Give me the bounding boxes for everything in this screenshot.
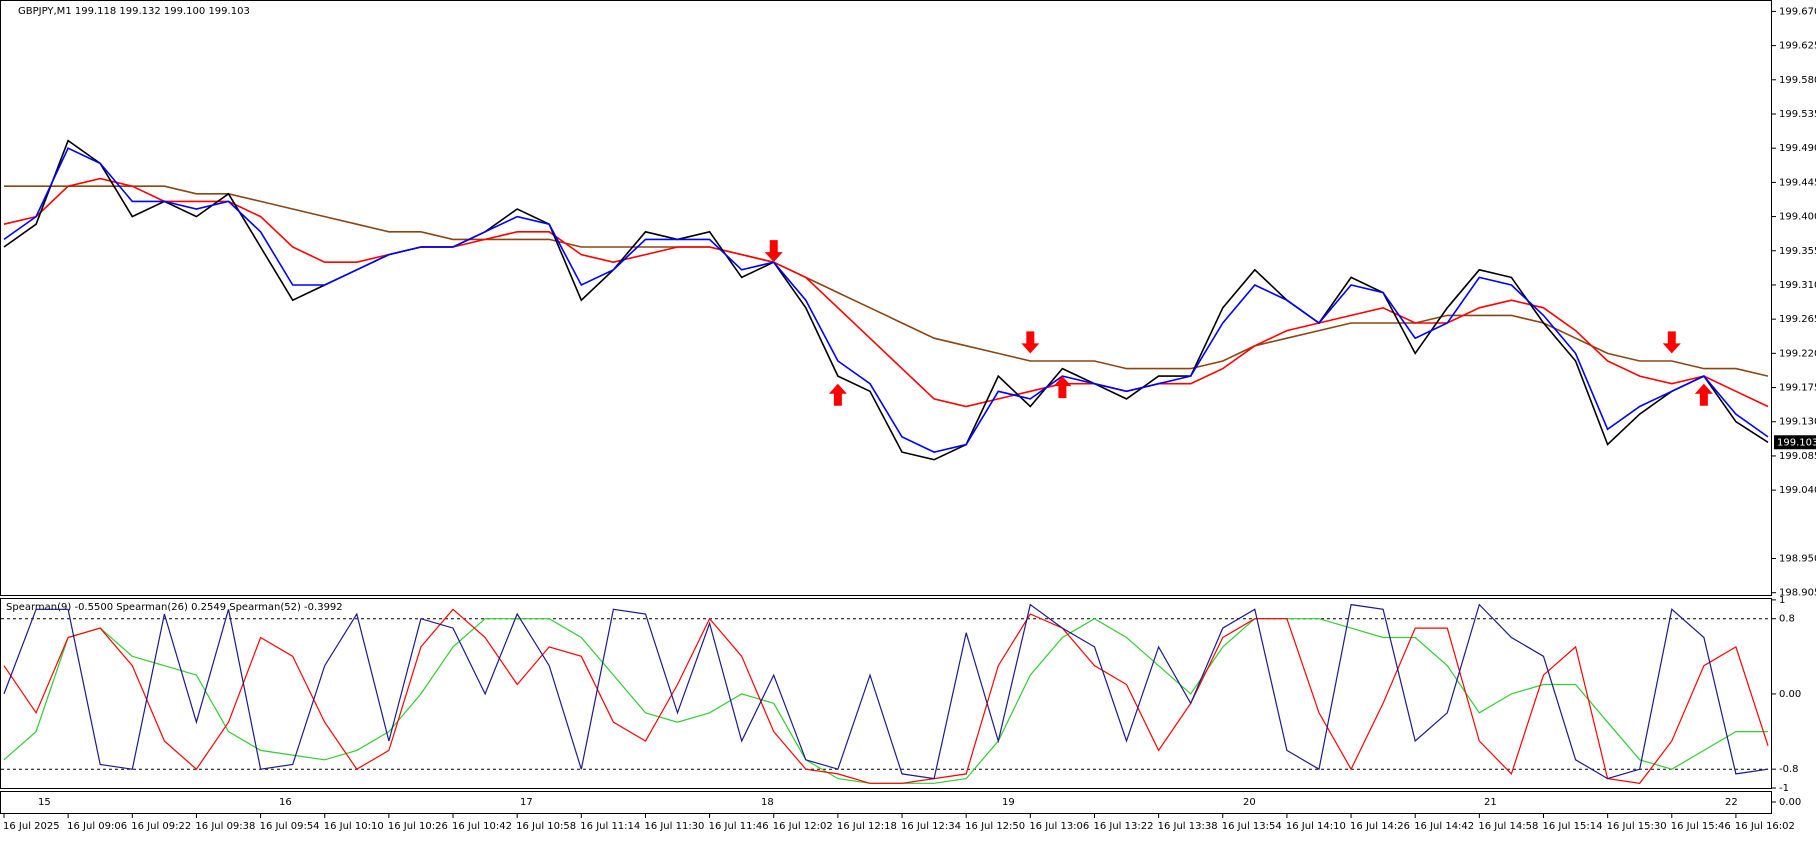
- series-line: [4, 185, 1769, 377]
- price-tick-label: 199.085: [1779, 451, 1816, 462]
- x-tick-label: 16 Jul 13:06: [1029, 821, 1089, 832]
- separator-label: 21: [1484, 797, 1497, 808]
- indicator-title: Spearman(9) -0.5500 Spearman(26) 0.2549 …: [6, 602, 343, 613]
- series-line: [3, 139, 1769, 461]
- separator-label: 16: [279, 797, 292, 808]
- price-tick-label: 199.490: [1779, 143, 1816, 154]
- price-tick-label: 199.670: [1779, 6, 1816, 17]
- price-box: [1774, 435, 1816, 450]
- signal-arrow: [1694, 383, 1713, 406]
- signal-arrow: [1021, 331, 1040, 354]
- x-tick-label: 16 Jul 10:26: [388, 821, 448, 832]
- price-tick-label: 199.220: [1779, 348, 1816, 359]
- price-tick-label: 199.265: [1779, 314, 1816, 325]
- price-tick-label: 199.580: [1779, 75, 1816, 86]
- x-tick-label: 16 Jul 15:14: [1542, 821, 1602, 832]
- price-tick-label: 199.175: [1779, 383, 1816, 394]
- x-tick-label: 16 Jul 09:22: [131, 821, 191, 832]
- signal-arrow: [828, 383, 847, 406]
- price-tick-label: 198.950: [1779, 554, 1816, 565]
- x-tick-label: 16 Jul 11:30: [644, 821, 704, 832]
- separator-label: 19: [1002, 797, 1015, 808]
- x-tick-label: 16 Jul 10:58: [516, 821, 576, 832]
- x-tick-label: 16 Jul 10:10: [324, 821, 384, 832]
- series-line: [3, 608, 1769, 784]
- price-tick-label: 199.445: [1779, 177, 1816, 188]
- x-tick-label: 16 Jul 09:06: [67, 821, 127, 832]
- price-tick-label: 199.130: [1779, 417, 1816, 428]
- signal-arrow: [1053, 376, 1072, 399]
- x-tick-label: 16 Jul 12:50: [965, 821, 1025, 832]
- x-tick-label: 16 Jul 09:54: [260, 821, 320, 832]
- price-tick-label: 199.310: [1779, 280, 1816, 291]
- x-tick-label: 16 Jul 14:42: [1414, 821, 1474, 832]
- x-tick-label: 16 Jul 15:30: [1607, 821, 1667, 832]
- series-line: [3, 147, 1769, 453]
- separator-label: 17: [520, 797, 533, 808]
- series-line: [3, 603, 1769, 780]
- main-panel: [0, 0, 1772, 596]
- x-tick-label: 16 Jul 11:14: [580, 821, 640, 832]
- price-tick-label: 198.905: [1779, 588, 1816, 599]
- sub-panel: [0, 791, 1772, 814]
- indicator-tick-label: 1: [1779, 595, 1785, 606]
- series-line: [3, 177, 1769, 408]
- price-label: 199.103: [1777, 437, 1816, 448]
- price-tick-label: 199.040: [1779, 485, 1816, 496]
- x-tick-label: 16 Jul 14:26: [1350, 821, 1410, 832]
- x-tick-label: 16 Jul 13:38: [1158, 821, 1218, 832]
- price-tick-label: 199.535: [1779, 109, 1816, 120]
- x-tick-label: 16 Jul 14:58: [1478, 821, 1538, 832]
- signal-arrow: [764, 240, 783, 263]
- x-tick-label: 16 Jul 16:02: [1735, 821, 1795, 832]
- x-tick-label: 16 Jul 14:10: [1286, 821, 1346, 832]
- x-tick-label: 16 Jul 11:46: [709, 821, 769, 832]
- separator-label: 22: [1725, 797, 1738, 808]
- indicator-panel: [0, 598, 1772, 789]
- separator-label: 18: [761, 797, 774, 808]
- x-tick-label: 16 Jul 10:42: [452, 821, 512, 832]
- x-tick-label: 16 Jul 12:34: [901, 821, 961, 832]
- signal-arrow: [1662, 331, 1681, 354]
- price-tick-label: 199.625: [1779, 41, 1816, 52]
- x-tick-label: 16 Jul 09:38: [195, 821, 255, 832]
- separator-label: 20: [1243, 797, 1256, 808]
- separator-label: 15: [38, 797, 51, 808]
- indicator-tick-label: 0.00: [1779, 689, 1801, 700]
- indicator-tick-label: -1: [1779, 783, 1789, 794]
- x-tick-label: 16 Jul 15:46: [1671, 821, 1731, 832]
- x-tick-label: 16 Jul 2025: [3, 821, 60, 832]
- chart-title: GBPJPY,M1 199.118 199.132 199.100 199.10…: [18, 6, 250, 17]
- x-tick-label: 16 Jul 13:54: [1222, 821, 1282, 832]
- indicator-tick-label: 0.8: [1779, 614, 1795, 625]
- x-tick-label: 16 Jul 13:22: [1093, 821, 1153, 832]
- sub-tick-label: 0.00: [1779, 797, 1801, 808]
- price-tick-label: 199.400: [1779, 212, 1816, 223]
- x-tick-label: 16 Jul 12:18: [837, 821, 897, 832]
- indicator-tick-label: -0.8: [1779, 764, 1799, 775]
- price-tick-label: 199.355: [1779, 246, 1816, 257]
- x-tick-label: 16 Jul 12:02: [773, 821, 833, 832]
